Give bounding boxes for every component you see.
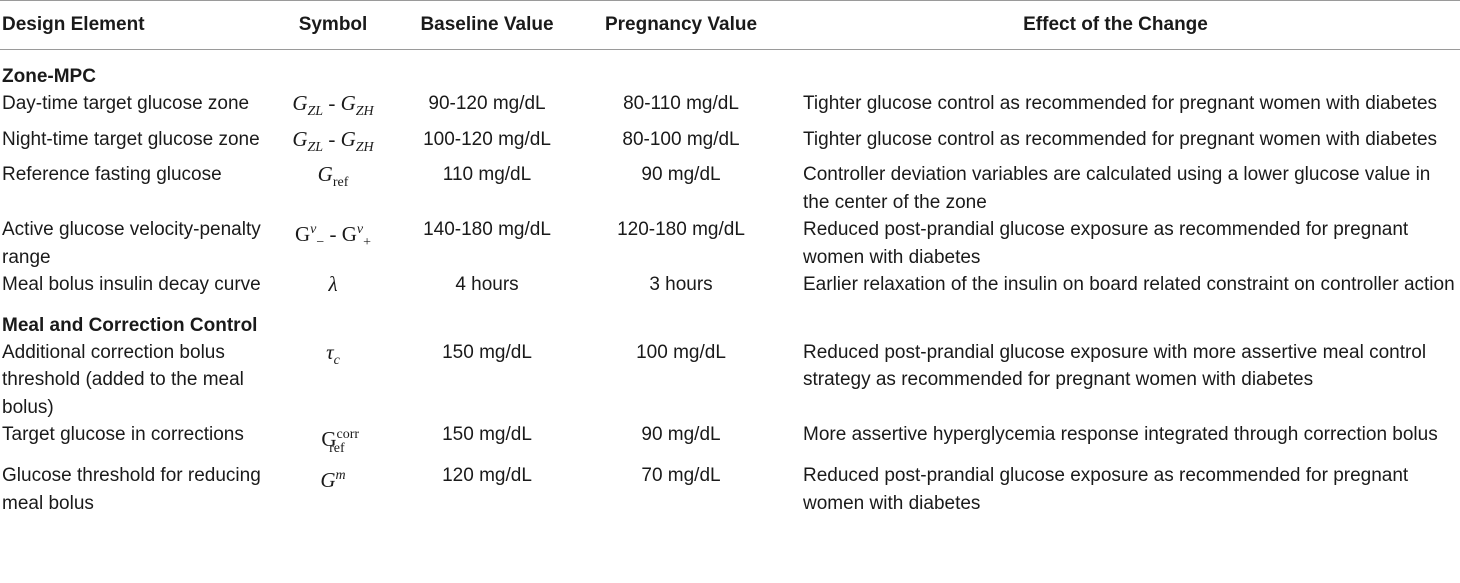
cell-pregnancy: 3 hours: [649, 274, 713, 296]
cell-effect: Earlier relaxation of the insulin on boa…: [803, 274, 1455, 296]
table-row: Active glucose velocity-penalty range Gv…: [0, 216, 1460, 271]
table-row: Additional correction bolus threshold (a…: [0, 339, 1460, 422]
cell-element: Additional correction bolus threshold (a…: [2, 341, 244, 418]
header-row: Design Element Symbol Baseline Value Pre…: [0, 0, 1460, 50]
header-baseline-value: Baseline Value: [383, 0, 591, 50]
cell-symbol: τc: [283, 339, 383, 422]
cell-element: Day-time target glucose zone: [2, 93, 250, 114]
section-title-zone-mpc: Zone-MPC: [2, 66, 96, 87]
cell-symbol: λ: [283, 271, 383, 300]
design-elements-table: Design Element Symbol Baseline Value Pre…: [0, 0, 1460, 517]
cell-element: Active glucose velocity-penalty range: [2, 219, 261, 268]
section-title-meal-correction: Meal and Correction Control: [2, 314, 258, 336]
symbol-g-m: Gm: [320, 468, 346, 493]
table-row: Reference fasting glucose Gref 110 mg/dL…: [0, 161, 1460, 216]
cell-baseline: 110 mg/dL: [442, 164, 532, 186]
symbol-tau-c: τc: [326, 339, 340, 369]
cell-baseline: 140-180 mg/dL: [423, 219, 551, 241]
header-pregnancy-value: Pregnancy Value: [591, 0, 771, 50]
cell-symbol: Gm: [283, 462, 383, 517]
header-symbol: Symbol: [283, 0, 383, 50]
cell-baseline: 4 hours: [455, 274, 519, 296]
cell-pregnancy: 100 mg/dL: [636, 341, 726, 363]
cell-effect: Controller deviation variables are calcu…: [803, 164, 1431, 213]
table-row: Night-time target glucose zone GZL - GZH…: [0, 126, 1460, 162]
cell-element: Target glucose in corrections: [2, 424, 244, 446]
cell-effect: Reduced post-prandial glucose exposure a…: [803, 219, 1409, 268]
cell-symbol: GZL - GZH: [283, 90, 383, 126]
cell-baseline: 90-120 mg/dL: [428, 93, 546, 114]
table-row: Meal bolus insulin decay curve λ 4 hours…: [0, 271, 1460, 300]
cell-pregnancy: 120-180 mg/dL: [617, 219, 745, 241]
header-design-element: Design Element: [0, 0, 283, 50]
cell-element: Glucose threshold for reducing meal bolu…: [2, 465, 261, 514]
symbol-gv-range: Gv− - Gv+: [294, 222, 372, 251]
cell-symbol: Gcorrref: [283, 421, 383, 462]
table-row: Day-time target glucose zone GZL - GZH 9…: [0, 90, 1460, 126]
cell-effect: Tighter glucose control as recommended f…: [803, 128, 1438, 150]
cell-baseline: 100-120 mg/dL: [423, 128, 551, 150]
cell-pregnancy: 70 mg/dL: [641, 465, 721, 487]
symbol-g-ref-corr: Gcorrref: [321, 427, 360, 456]
cell-element: Reference fasting glucose: [2, 164, 222, 186]
cell-baseline: 120 mg/dL: [442, 465, 532, 487]
cell-symbol: Gv− - Gv+: [283, 216, 383, 271]
symbol-g-ref: Gref: [317, 162, 349, 191]
symbol-lambda: λ: [328, 272, 338, 297]
cell-effect: More assertive hyperglycemia response in…: [803, 424, 1438, 446]
cell-symbol: GZL - GZH: [283, 126, 383, 162]
cell-element: Night-time target glucose zone: [2, 128, 260, 150]
cell-pregnancy: 80-100 mg/dL: [622, 128, 740, 150]
cell-effect: Reduced post-prandial glucose exposure a…: [803, 465, 1409, 514]
symbol-gzl-gzh: GZL - GZH: [292, 126, 374, 155]
header-effect: Effect of the Change: [771, 0, 1460, 50]
table-row: Glucose threshold for reducing meal bolu…: [0, 462, 1460, 517]
cell-pregnancy: 90 mg/dL: [641, 424, 721, 446]
cell-baseline: 150 mg/dL: [442, 341, 532, 363]
cell-pregnancy: 80-110 mg/dL: [623, 93, 739, 114]
cell-effect: Tighter glucose control as recommended f…: [803, 93, 1438, 114]
cell-baseline: 150 mg/dL: [442, 424, 532, 446]
section-row: Meal and Correction Control: [0, 300, 1460, 339]
cell-element: Meal bolus insulin decay curve: [2, 274, 261, 296]
section-row: Zone-MPC: [0, 50, 1460, 91]
table-row: Target glucose in corrections Gcorrref 1…: [0, 421, 1460, 462]
symbol-gzl-gzh: GZL - GZH: [292, 91, 374, 120]
cell-effect: Reduced post-prandial glucose exposure w…: [803, 341, 1427, 391]
cell-pregnancy: 90 mg/dL: [641, 164, 721, 186]
cell-symbol: Gref: [283, 161, 383, 216]
